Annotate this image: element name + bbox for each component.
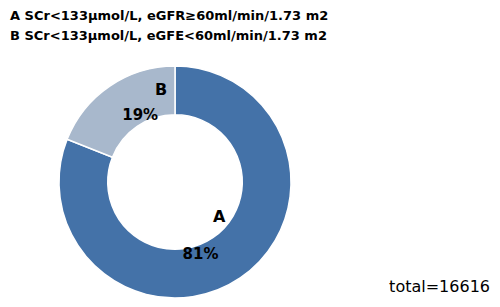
total-text: total=16616 bbox=[389, 277, 490, 296]
legend-line: B SCr<133μmol/L, eGFE<60ml/min/1.73 m2 bbox=[10, 28, 327, 43]
pie bbox=[59, 66, 291, 298]
data-label: 81% bbox=[183, 245, 219, 263]
slice-label: B bbox=[155, 80, 167, 99]
chart: A SCr<133μmol/L, eGFR≥60ml/min/1.73 m2 B … bbox=[0, 0, 500, 307]
slice bbox=[59, 66, 291, 298]
slice-label: A bbox=[213, 207, 226, 226]
slice bbox=[67, 66, 175, 157]
legend-line: A SCr<133μmol/L, eGFR≥60ml/min/1.73 m2 bbox=[10, 8, 328, 23]
data-label: 19% bbox=[122, 106, 158, 124]
